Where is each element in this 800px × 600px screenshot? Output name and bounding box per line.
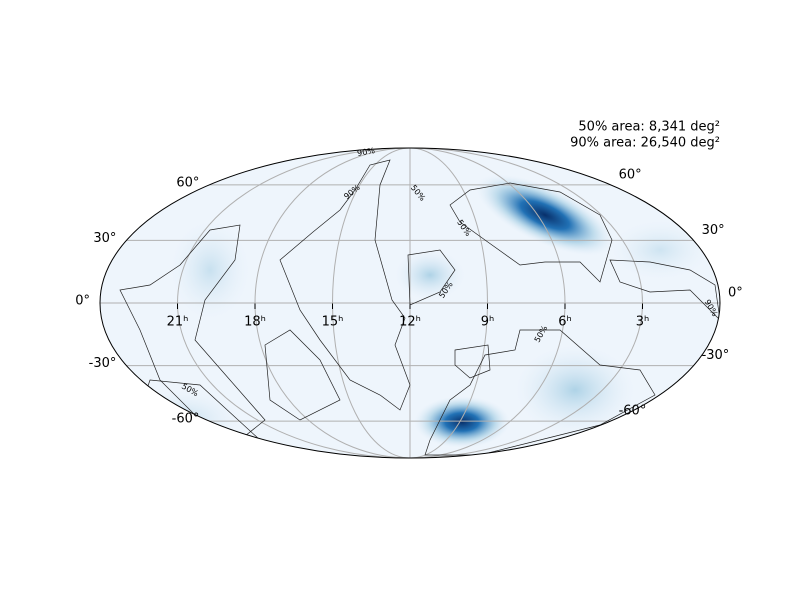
y-tick-label-right: 0° xyxy=(728,286,743,301)
annotation: 90% area: 26,540 deg² xyxy=(570,136,720,151)
graticule xyxy=(100,147,720,459)
y-tick-label: 60° xyxy=(176,175,199,190)
x-tick-label: 9ʰ xyxy=(481,315,495,330)
y-tick-label: 30° xyxy=(93,231,116,246)
y-tick-label-right: 60° xyxy=(619,167,642,182)
y-tick-label: -30° xyxy=(89,356,117,371)
y-tick-label-right: 30° xyxy=(702,223,725,238)
y-tick-label: 0° xyxy=(75,294,90,309)
x-tick-label: 18ʰ xyxy=(244,315,266,330)
x-tick-label: 6ʰ xyxy=(558,315,572,330)
x-tick-label: 3ʰ xyxy=(636,315,650,330)
y-tick-label-right: -60° xyxy=(619,404,647,419)
x-tick-label: 12ʰ xyxy=(399,315,421,330)
x-tick-label: 15ʰ xyxy=(322,315,344,330)
y-tick-label: -60° xyxy=(172,412,200,427)
y-tick-label-right: -30° xyxy=(702,348,730,363)
x-tick-label: 21ʰ xyxy=(167,315,189,330)
annotation: 50% area: 8,341 deg² xyxy=(578,120,720,135)
contour-label: 90% xyxy=(356,146,375,158)
sky-boundary xyxy=(99,147,721,459)
